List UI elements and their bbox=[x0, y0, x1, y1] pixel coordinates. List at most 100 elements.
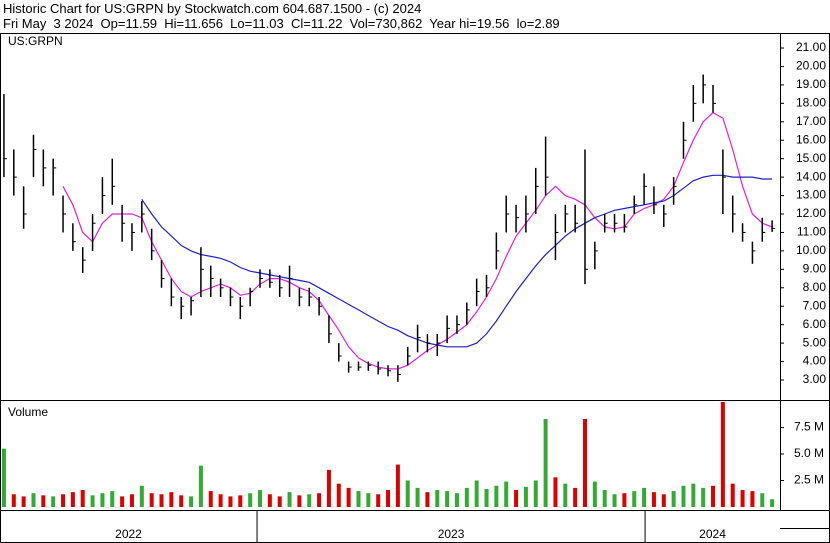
volume-bar bbox=[346, 487, 351, 507]
volume-bar bbox=[179, 495, 184, 507]
volume-label: Volume bbox=[8, 405, 48, 419]
volume-bar bbox=[208, 491, 213, 507]
y-tick-label: 2.5 M bbox=[794, 473, 824, 487]
y-tick-label: 19.00 bbox=[796, 77, 826, 91]
volume-bar bbox=[573, 487, 578, 507]
y-tick-label: 13.00 bbox=[796, 188, 826, 202]
volume-bar bbox=[494, 485, 499, 507]
y-tick-label: 21.00 bbox=[796, 40, 826, 54]
y-tick-label: 16.00 bbox=[796, 132, 826, 146]
volume-bar bbox=[642, 487, 647, 507]
year-label: 2024 bbox=[699, 527, 726, 541]
volume-bar bbox=[317, 493, 322, 507]
volume-bar bbox=[120, 496, 125, 507]
volume-bar bbox=[474, 480, 479, 507]
volume-bar bbox=[760, 493, 765, 507]
volume-bar bbox=[386, 490, 391, 507]
volume-bar bbox=[248, 493, 253, 507]
volume-bar bbox=[405, 480, 410, 507]
y-tick-label: 7.00 bbox=[803, 298, 827, 312]
volume-bar bbox=[523, 486, 528, 507]
volume-bar bbox=[238, 495, 243, 507]
volume-bar bbox=[720, 402, 725, 507]
chart: US:GRPN Volume 3.00 4.00 5.00 6.00 7.00 8.00 9… bbox=[0, 33, 830, 543]
volume-bar bbox=[139, 485, 144, 507]
volume-bar bbox=[198, 465, 203, 507]
volume-bar bbox=[267, 494, 272, 507]
volume-bar bbox=[395, 464, 400, 507]
volume-bar bbox=[445, 491, 450, 507]
volume-bar bbox=[326, 469, 331, 507]
volume-bar bbox=[504, 481, 509, 507]
volume-bar bbox=[514, 490, 519, 507]
y-tick-label: 11.00 bbox=[797, 225, 826, 239]
volume-bar bbox=[671, 491, 676, 507]
header-quote: Fri May 3 2024 Op=11.59 Hi=11.656 Lo=11.… bbox=[3, 16, 560, 31]
volume-bar bbox=[297, 495, 302, 507]
volume-bar bbox=[632, 491, 637, 507]
volume-bar bbox=[61, 494, 66, 507]
frame bbox=[0, 33, 830, 543]
volume-bar bbox=[336, 483, 341, 507]
volume-bar bbox=[770, 499, 775, 507]
volume-bar bbox=[484, 488, 489, 507]
y-tick-label: 18.00 bbox=[796, 96, 826, 110]
volume-bar bbox=[90, 495, 95, 507]
volume-bar bbox=[553, 477, 558, 507]
volume-bar bbox=[711, 485, 716, 507]
y-tick-label: 5.00 bbox=[803, 335, 827, 349]
volume-bar bbox=[750, 491, 755, 507]
volume-bar bbox=[80, 490, 85, 507]
y-tick-label: 6.00 bbox=[803, 317, 827, 331]
volume-bar bbox=[110, 491, 115, 507]
volume-bar bbox=[159, 494, 164, 507]
volume-bar bbox=[31, 493, 36, 507]
y-tick-label: 20.00 bbox=[796, 59, 826, 73]
volume-bar bbox=[100, 493, 105, 507]
volume-bar bbox=[258, 490, 262, 507]
volume-bar bbox=[228, 496, 233, 507]
volume-bar bbox=[70, 492, 75, 507]
y-tick-label: 5.0 M bbox=[794, 446, 824, 460]
y-tick-label: 10.00 bbox=[796, 243, 826, 257]
volume-bar bbox=[41, 495, 46, 507]
y-tick-label: 4.00 bbox=[803, 354, 827, 368]
volume-bar bbox=[21, 496, 26, 507]
y-tick-label: 17.00 bbox=[796, 114, 826, 128]
volume-bar bbox=[681, 485, 686, 507]
volume-bar bbox=[356, 491, 361, 507]
volume-bar bbox=[622, 493, 627, 507]
price-label: US:GRPN bbox=[8, 34, 63, 48]
volume-bar bbox=[218, 494, 223, 507]
volume-bar bbox=[376, 494, 381, 507]
header-title: Historic Chart for US:GRPN by Stockwatch… bbox=[3, 1, 422, 16]
volume-bar bbox=[129, 494, 134, 507]
y-tick-label: 14.00 bbox=[796, 169, 826, 183]
volume-bar bbox=[740, 490, 745, 507]
y-tick-label: 9.00 bbox=[803, 262, 827, 276]
volume-bar bbox=[464, 487, 469, 507]
y-tick-label: 12.00 bbox=[796, 206, 826, 220]
volume-bar bbox=[149, 493, 154, 507]
volume-bar bbox=[11, 494, 16, 507]
volume-bar bbox=[1, 448, 6, 507]
volume-bar bbox=[454, 493, 459, 507]
volume-bar bbox=[287, 492, 292, 507]
volume-bar bbox=[189, 496, 194, 507]
volume-bar bbox=[533, 480, 538, 507]
volume-bar bbox=[730, 483, 735, 507]
volume-bar bbox=[415, 487, 420, 507]
y-tick-label: 3.00 bbox=[803, 372, 827, 386]
volume-bar bbox=[277, 496, 282, 507]
volume-bar bbox=[583, 418, 587, 507]
volume-bar bbox=[543, 418, 548, 507]
volume-bar bbox=[307, 494, 312, 507]
y-tick-label: 7.5 M bbox=[794, 420, 824, 434]
year-label: 2023 bbox=[438, 527, 465, 541]
year-label: 2022 bbox=[115, 527, 142, 541]
y-tick-label: 15.00 bbox=[796, 151, 826, 165]
volume-bar bbox=[612, 494, 617, 507]
volume-bar bbox=[661, 494, 666, 507]
volume-bar bbox=[691, 483, 696, 507]
